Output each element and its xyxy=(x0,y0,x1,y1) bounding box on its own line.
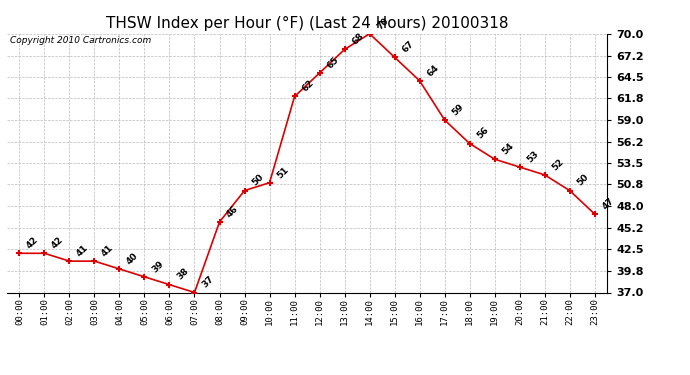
Text: 40: 40 xyxy=(125,251,140,266)
Text: 70: 70 xyxy=(375,16,391,31)
Text: 41: 41 xyxy=(75,243,90,258)
Text: 67: 67 xyxy=(400,39,415,54)
Title: THSW Index per Hour (°F) (Last 24 Hours) 20100318: THSW Index per Hour (°F) (Last 24 Hours)… xyxy=(106,16,509,31)
Text: 52: 52 xyxy=(550,157,565,172)
Text: Copyright 2010 Cartronics.com: Copyright 2010 Cartronics.com xyxy=(10,36,151,45)
Text: 38: 38 xyxy=(175,267,190,282)
Text: 64: 64 xyxy=(425,63,440,78)
Text: 46: 46 xyxy=(225,204,240,219)
Text: 50: 50 xyxy=(575,172,591,188)
Text: 65: 65 xyxy=(325,55,340,70)
Text: 42: 42 xyxy=(50,235,66,250)
Text: 41: 41 xyxy=(100,243,115,258)
Text: 51: 51 xyxy=(275,165,290,180)
Text: 68: 68 xyxy=(350,32,365,46)
Text: 59: 59 xyxy=(450,102,466,117)
Text: 53: 53 xyxy=(525,149,540,164)
Text: 56: 56 xyxy=(475,126,491,141)
Text: 50: 50 xyxy=(250,172,265,188)
Text: 54: 54 xyxy=(500,141,515,156)
Text: 39: 39 xyxy=(150,259,166,274)
Text: 62: 62 xyxy=(300,78,315,94)
Text: 37: 37 xyxy=(200,274,215,290)
Text: 42: 42 xyxy=(25,235,40,250)
Text: 47: 47 xyxy=(600,196,615,211)
